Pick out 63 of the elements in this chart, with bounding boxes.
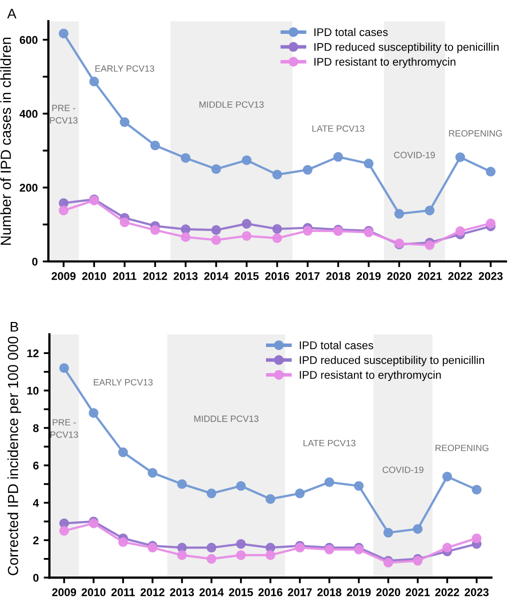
x-tick-label: 2012 — [143, 272, 168, 280]
x-tick-label: 2023 — [478, 272, 503, 280]
x-tick-label: 2009 — [52, 588, 76, 596]
x-tick-label: 2018 — [326, 272, 350, 280]
legend-label: IPD reduced susceptibility to penicillin — [300, 356, 484, 366]
band-label: PRE - PCV13 — [50, 104, 78, 124]
x-tick-label: 2017 — [296, 272, 320, 280]
x-tick-label: 2015 — [228, 588, 253, 596]
x-tick-label: 2016 — [265, 272, 290, 280]
legend-label: IPD resistant to erythromycin — [300, 370, 441, 382]
band-label: PRE - PCV13 — [50, 419, 78, 438]
y-tick-label: 10 — [27, 386, 39, 395]
x-tick-label: 2011 — [112, 272, 136, 280]
x-tick-label: 2010 — [82, 588, 106, 596]
band-label: COVID-19 — [382, 466, 424, 474]
x-tick-label: 2021 — [418, 272, 442, 280]
x-tick-label: 2009 — [52, 272, 76, 280]
x-tick-label: 2016 — [258, 588, 282, 596]
legend-label: IPD total cases — [300, 341, 374, 350]
legend-label: IPD total cases — [314, 28, 388, 36]
annotation: EARLY PCV13 — [94, 379, 153, 386]
x-tick-label: 2017 — [288, 588, 312, 596]
y-tick-label: 600 — [20, 36, 38, 44]
y-tick-label: 2 — [33, 536, 39, 544]
band-label: MIDDLE PCV13 — [200, 101, 264, 108]
x-tick-label: 2018 — [317, 588, 342, 596]
y-tick-label: 200 — [20, 184, 38, 192]
annotation: EARLY PCV13 — [95, 65, 154, 72]
y-tick-label: 0 — [32, 258, 38, 266]
x-tick-label: 2019 — [356, 272, 381, 280]
band-label: MIDDLE PCV13 — [194, 416, 258, 422]
annotation: REOPENING — [449, 130, 502, 137]
x-tick-label: 2023 — [464, 588, 489, 596]
x-tick-label: 2013 — [174, 272, 198, 280]
annotation: LATE PCV13 — [304, 440, 356, 446]
y-tick-label: 6 — [33, 462, 39, 470]
y-tick-label: 12 — [27, 349, 39, 358]
x-tick-label: 2014 — [204, 272, 228, 280]
y-tick-label: 0 — [33, 574, 39, 582]
annotation: LATE PCV13 — [312, 125, 364, 132]
x-tick-label: 2021 — [406, 588, 430, 596]
x-tick-label: 2019 — [346, 588, 371, 596]
y-tick-label: 400 — [20, 110, 38, 118]
x-tick-label: 2022 — [435, 588, 460, 596]
band-label: COVID-19 — [394, 152, 435, 158]
y-tick-label: 8 — [33, 424, 39, 432]
legend-label: IPD reduced susceptibility to penicillin — [314, 42, 499, 54]
legend-label: IPD resistant to erythromycin — [314, 58, 456, 68]
annotation: REOPENING — [436, 444, 488, 452]
x-tick-label: 2020 — [387, 272, 412, 280]
y-axis-title: Corrected IPD incidence per 100 000 — [7, 336, 22, 576]
x-tick-label: 2011 — [111, 588, 135, 596]
x-tick-label: 2012 — [140, 588, 164, 596]
x-tick-label: 2015 — [234, 272, 259, 280]
y-axis-title: Number of IPD cases in children — [0, 38, 11, 245]
chart-title: B — [10, 322, 18, 332]
x-tick-label: 2013 — [170, 588, 194, 596]
x-tick-label: 2010 — [82, 272, 106, 280]
chart-title: A — [7, 8, 16, 18]
x-tick-label: 2022 — [448, 272, 472, 280]
x-tick-label: 2014 — [199, 588, 224, 596]
x-tick-label: 2020 — [376, 588, 400, 596]
y-tick-label: 4 — [32, 499, 39, 507]
